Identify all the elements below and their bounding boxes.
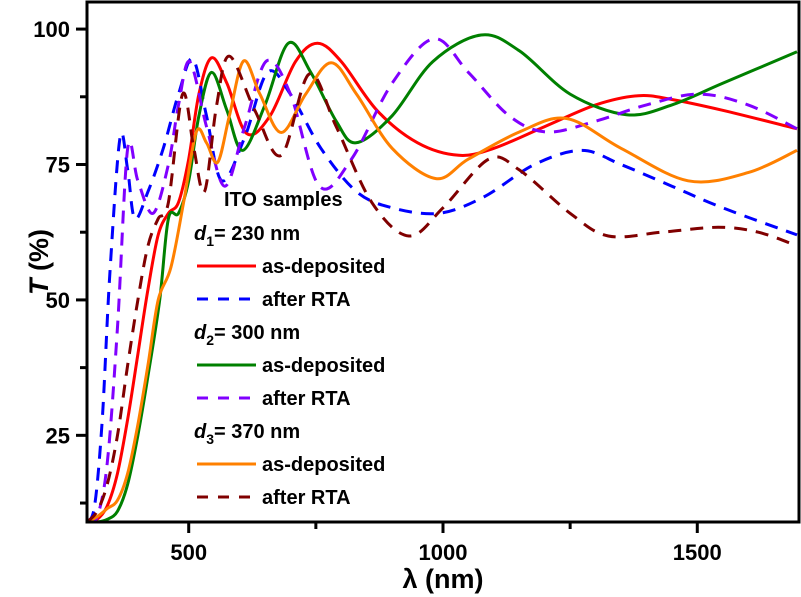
legend-group-symbol: d — [194, 322, 207, 344]
legend-group-symbol: d — [194, 421, 207, 443]
legend-label-d2-after-rta: after RTA — [262, 388, 351, 410]
y-axis-title-symbol: T — [24, 276, 54, 295]
legend-group-subscript: 1 — [206, 233, 214, 249]
legend-group-subscript: 2 — [206, 332, 214, 348]
series-line-d3-after-rta — [87, 54, 798, 522]
x-tick-label: 500 — [170, 540, 207, 565]
series-line-d3-as-deposited — [87, 59, 798, 522]
x-tick-label: 1000 — [419, 540, 468, 565]
legend-label-d2-as-deposited: as-deposited — [262, 355, 385, 377]
series-layer — [87, 33, 798, 522]
legend-group-thickness: = 300 nm — [214, 322, 300, 344]
x-axis: 500 1000 1500 — [170, 522, 722, 565]
legend-group-thickness: = 370 nm — [214, 421, 300, 443]
legend-group-label: d3= 370 nm — [194, 421, 300, 447]
x-tick-label: 1500 — [673, 540, 722, 565]
legend-label-d3-as-deposited: as-deposited — [262, 454, 385, 476]
legend-group-label: d1= 230 nm — [194, 223, 300, 249]
legend-label-d1-as-deposited: as-deposited — [262, 256, 385, 278]
legend-label-d3-after-rta: after RTA — [262, 487, 351, 509]
plot-frame — [85, 0, 801, 524]
legend-group-subscript: 3 — [206, 431, 214, 447]
series-line-d2-after-rta — [87, 37, 798, 522]
series-line-d1-as-deposited — [87, 41, 798, 522]
legend-label-d1-after-rta: after RTA — [262, 289, 351, 311]
legend-group-label: d2= 300 nm — [194, 322, 300, 348]
legend-group-thickness: = 230 nm — [214, 223, 300, 245]
series-line-d2-as-deposited — [87, 33, 798, 522]
legend-title: ITO samples — [224, 189, 343, 211]
y-axis-title-unit: (%) — [24, 229, 54, 279]
y-tick-label: 100 — [33, 17, 70, 42]
y-axis-title: T (%) — [24, 229, 54, 295]
legend-group-symbol: d — [194, 223, 207, 245]
y-tick-label: 25 — [46, 423, 70, 448]
y-tick-label: 75 — [46, 153, 70, 178]
y-tick-label: 50 — [46, 288, 70, 313]
x-axis-title: λ (nm) — [403, 564, 484, 594]
y-axis: 25 50 75 100 — [33, 17, 87, 505]
